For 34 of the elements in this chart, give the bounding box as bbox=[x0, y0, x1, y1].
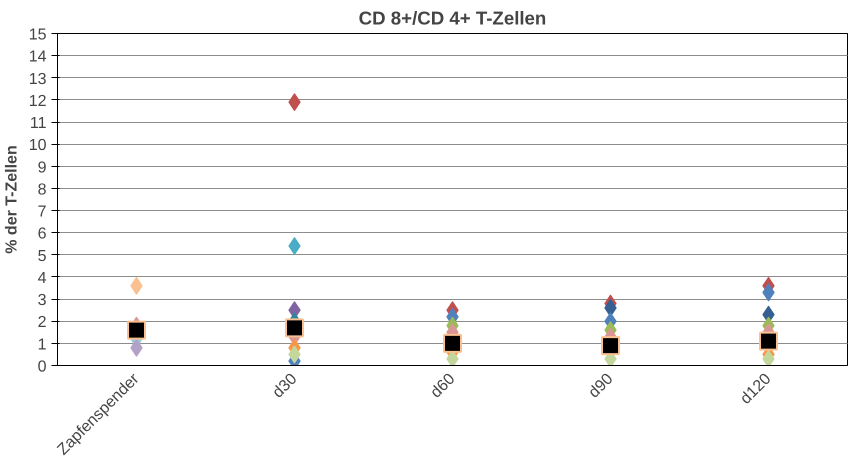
point bbox=[285, 318, 304, 338]
x-tick-label: d90 bbox=[586, 370, 617, 402]
x-tick-label: d60 bbox=[428, 370, 459, 402]
y-tick-label: 3 bbox=[38, 292, 47, 310]
point bbox=[759, 332, 778, 351]
point bbox=[762, 350, 775, 366]
point bbox=[288, 345, 301, 364]
point bbox=[288, 93, 301, 112]
y-tick-label: 2 bbox=[38, 314, 47, 332]
y-tick-label: 4 bbox=[38, 270, 47, 287]
y-tick-label: 13 bbox=[28, 70, 47, 88]
y-tick-label: 11 bbox=[30, 115, 47, 132]
y-tick-label: 8 bbox=[38, 181, 47, 198]
x-tick-label: d30 bbox=[270, 370, 301, 402]
y-tick-label: 7 bbox=[38, 204, 47, 221]
chart-title: CD 8+/CD 4+ T-Zellen bbox=[358, 8, 546, 28]
y-tick-label: 6 bbox=[38, 226, 47, 243]
y-tick-label: 14 bbox=[28, 48, 47, 66]
point bbox=[604, 298, 617, 317]
y-tick-label: 15 bbox=[28, 26, 47, 44]
point bbox=[443, 334, 462, 353]
y-tick-label: 12 bbox=[28, 92, 47, 110]
y-tick-label: 1 bbox=[38, 336, 47, 354]
y-tick-label: 0 bbox=[38, 358, 47, 376]
point bbox=[130, 276, 143, 295]
point bbox=[288, 236, 301, 255]
point bbox=[601, 336, 620, 356]
y-tick-label: 10 bbox=[28, 137, 47, 154]
point bbox=[127, 320, 146, 340]
y-axis-title: % der T-Zellen bbox=[4, 145, 21, 254]
y-tick-label: 5 bbox=[38, 248, 47, 265]
point bbox=[130, 338, 143, 357]
point bbox=[762, 283, 775, 302]
y-tick-label: 9 bbox=[38, 159, 47, 176]
